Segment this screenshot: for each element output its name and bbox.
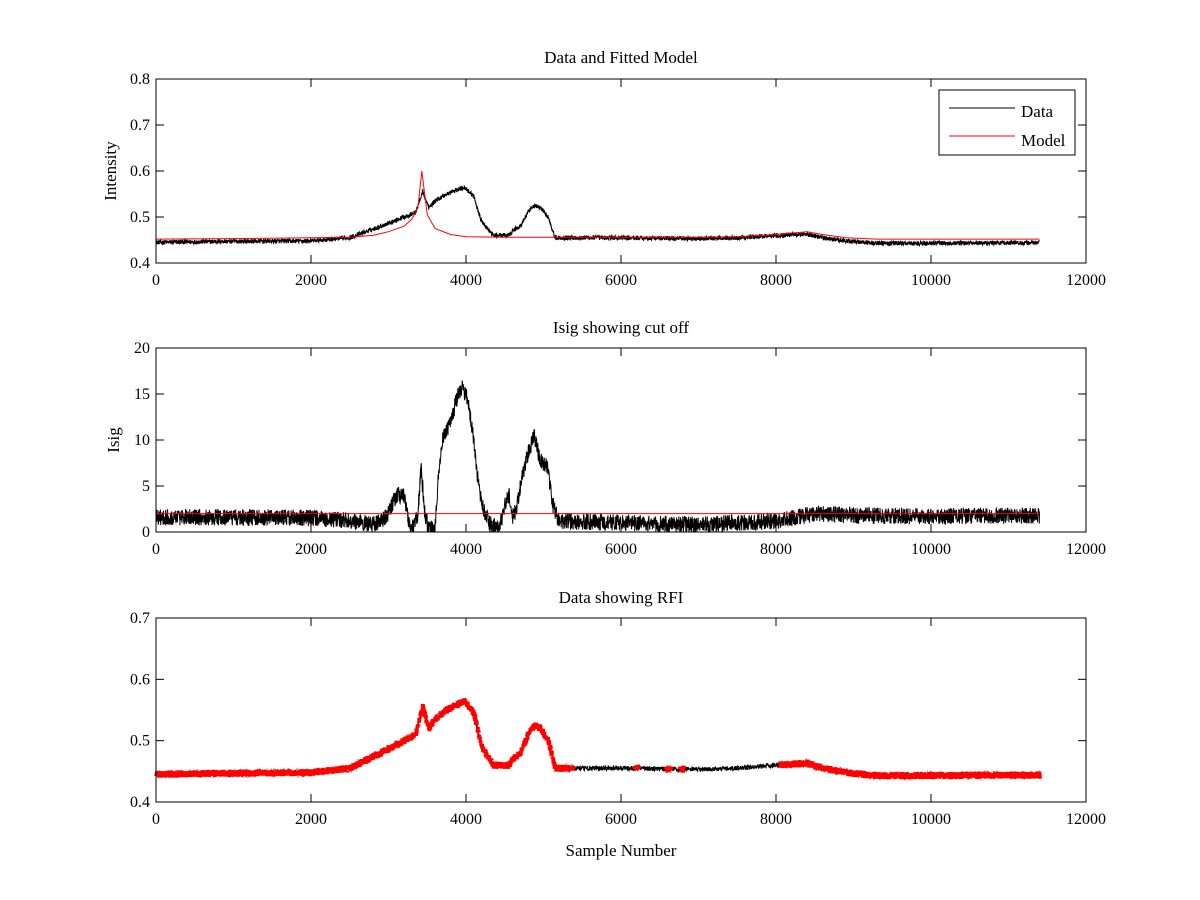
y-tick-label: 0.7 [130,117,150,134]
legend-label-data: Data [1021,102,1054,121]
x-tick-label: 6000 [605,811,637,828]
y-tick-label: 20 [134,340,150,357]
x-tick-label: 4000 [450,811,482,828]
series-layer [155,380,1040,533]
axes: 0 2000 4000 6000 8000 10000 12000 0 5 10 15 20 [134,340,1106,558]
plot-rfi: Data showing RFI Sample Number 0 2000 4000… [130,588,1106,860]
legend-label-model: Model [1021,131,1066,150]
x-tick-label: 2000 [295,541,327,558]
legend-box [938,89,1076,156]
series-layer [154,697,1042,782]
x-tick-label: 10000 [911,811,951,828]
x-tick-label: 2000 [295,811,327,828]
y-tick-label: 0.7 [130,610,150,627]
x-tick-label: 4000 [450,272,482,289]
y-tick-label: 0.5 [130,209,150,226]
y-tick-label: 5 [142,478,150,495]
y-tick-label: 0.4 [130,255,150,272]
y-tick-label: 0 [142,524,150,541]
x-tick-label: 6000 [605,272,637,289]
x-tick-label: 0 [152,272,160,289]
rfi-band-2 [633,764,642,772]
plot-intensity: Data and Fitted Model Intensity 0 2000 400… [101,48,1106,289]
x-tick-label: 10000 [911,541,951,558]
x-tick-label: 2000 [295,272,327,289]
x-tick-label: 6000 [605,541,637,558]
plot-title: Data showing RFI [559,588,684,607]
y-tick-label: 0.5 [130,733,150,750]
x-tick-label: 8000 [760,811,792,828]
plot-title: Isig showing cut off [553,318,689,337]
legend: Data Model [938,89,1076,156]
series-data [155,185,1040,248]
y-axis-label: Intensity [101,141,120,201]
axes: 0 2000 4000 6000 8000 10000 12000 0.4 0.5 0.6 0.7 [130,610,1106,828]
x-tick-label: 10000 [911,272,951,289]
x-tick-label: 12000 [1066,272,1106,289]
series-layer [155,170,1040,248]
y-tick-label: 0.6 [130,671,150,688]
rfi-band-3 [664,764,673,774]
y-tick-label: 0.4 [130,794,150,811]
x-tick-label: 12000 [1066,541,1106,558]
x-axis-label: Sample Number [566,841,677,860]
axes: 0 2000 4000 6000 8000 10000 12000 0.4 0.5 0.6 0.7 0… [130,71,1106,289]
x-tick-label: 8000 [760,272,792,289]
plot-title: Data and Fitted Model [544,48,698,67]
x-tick-label: 0 [152,541,160,558]
x-tick-label: 12000 [1066,811,1106,828]
rfi-band-5 [778,757,1042,782]
y-tick-label: 15 [134,386,150,403]
y-tick-label: 10 [134,432,150,449]
series-model [155,170,1040,240]
x-tick-label: 0 [152,811,160,828]
y-tick-label: 0.6 [130,163,150,180]
y-axis-label: Isig [104,427,123,453]
plot-isig: Isig showing cut off Isig 0 2000 4000 6000 8… [104,318,1106,558]
rfi-band-4 [677,765,687,773]
x-tick-label: 4000 [450,541,482,558]
y-tick-label: 0.8 [130,71,150,88]
x-tick-label: 8000 [760,541,792,558]
